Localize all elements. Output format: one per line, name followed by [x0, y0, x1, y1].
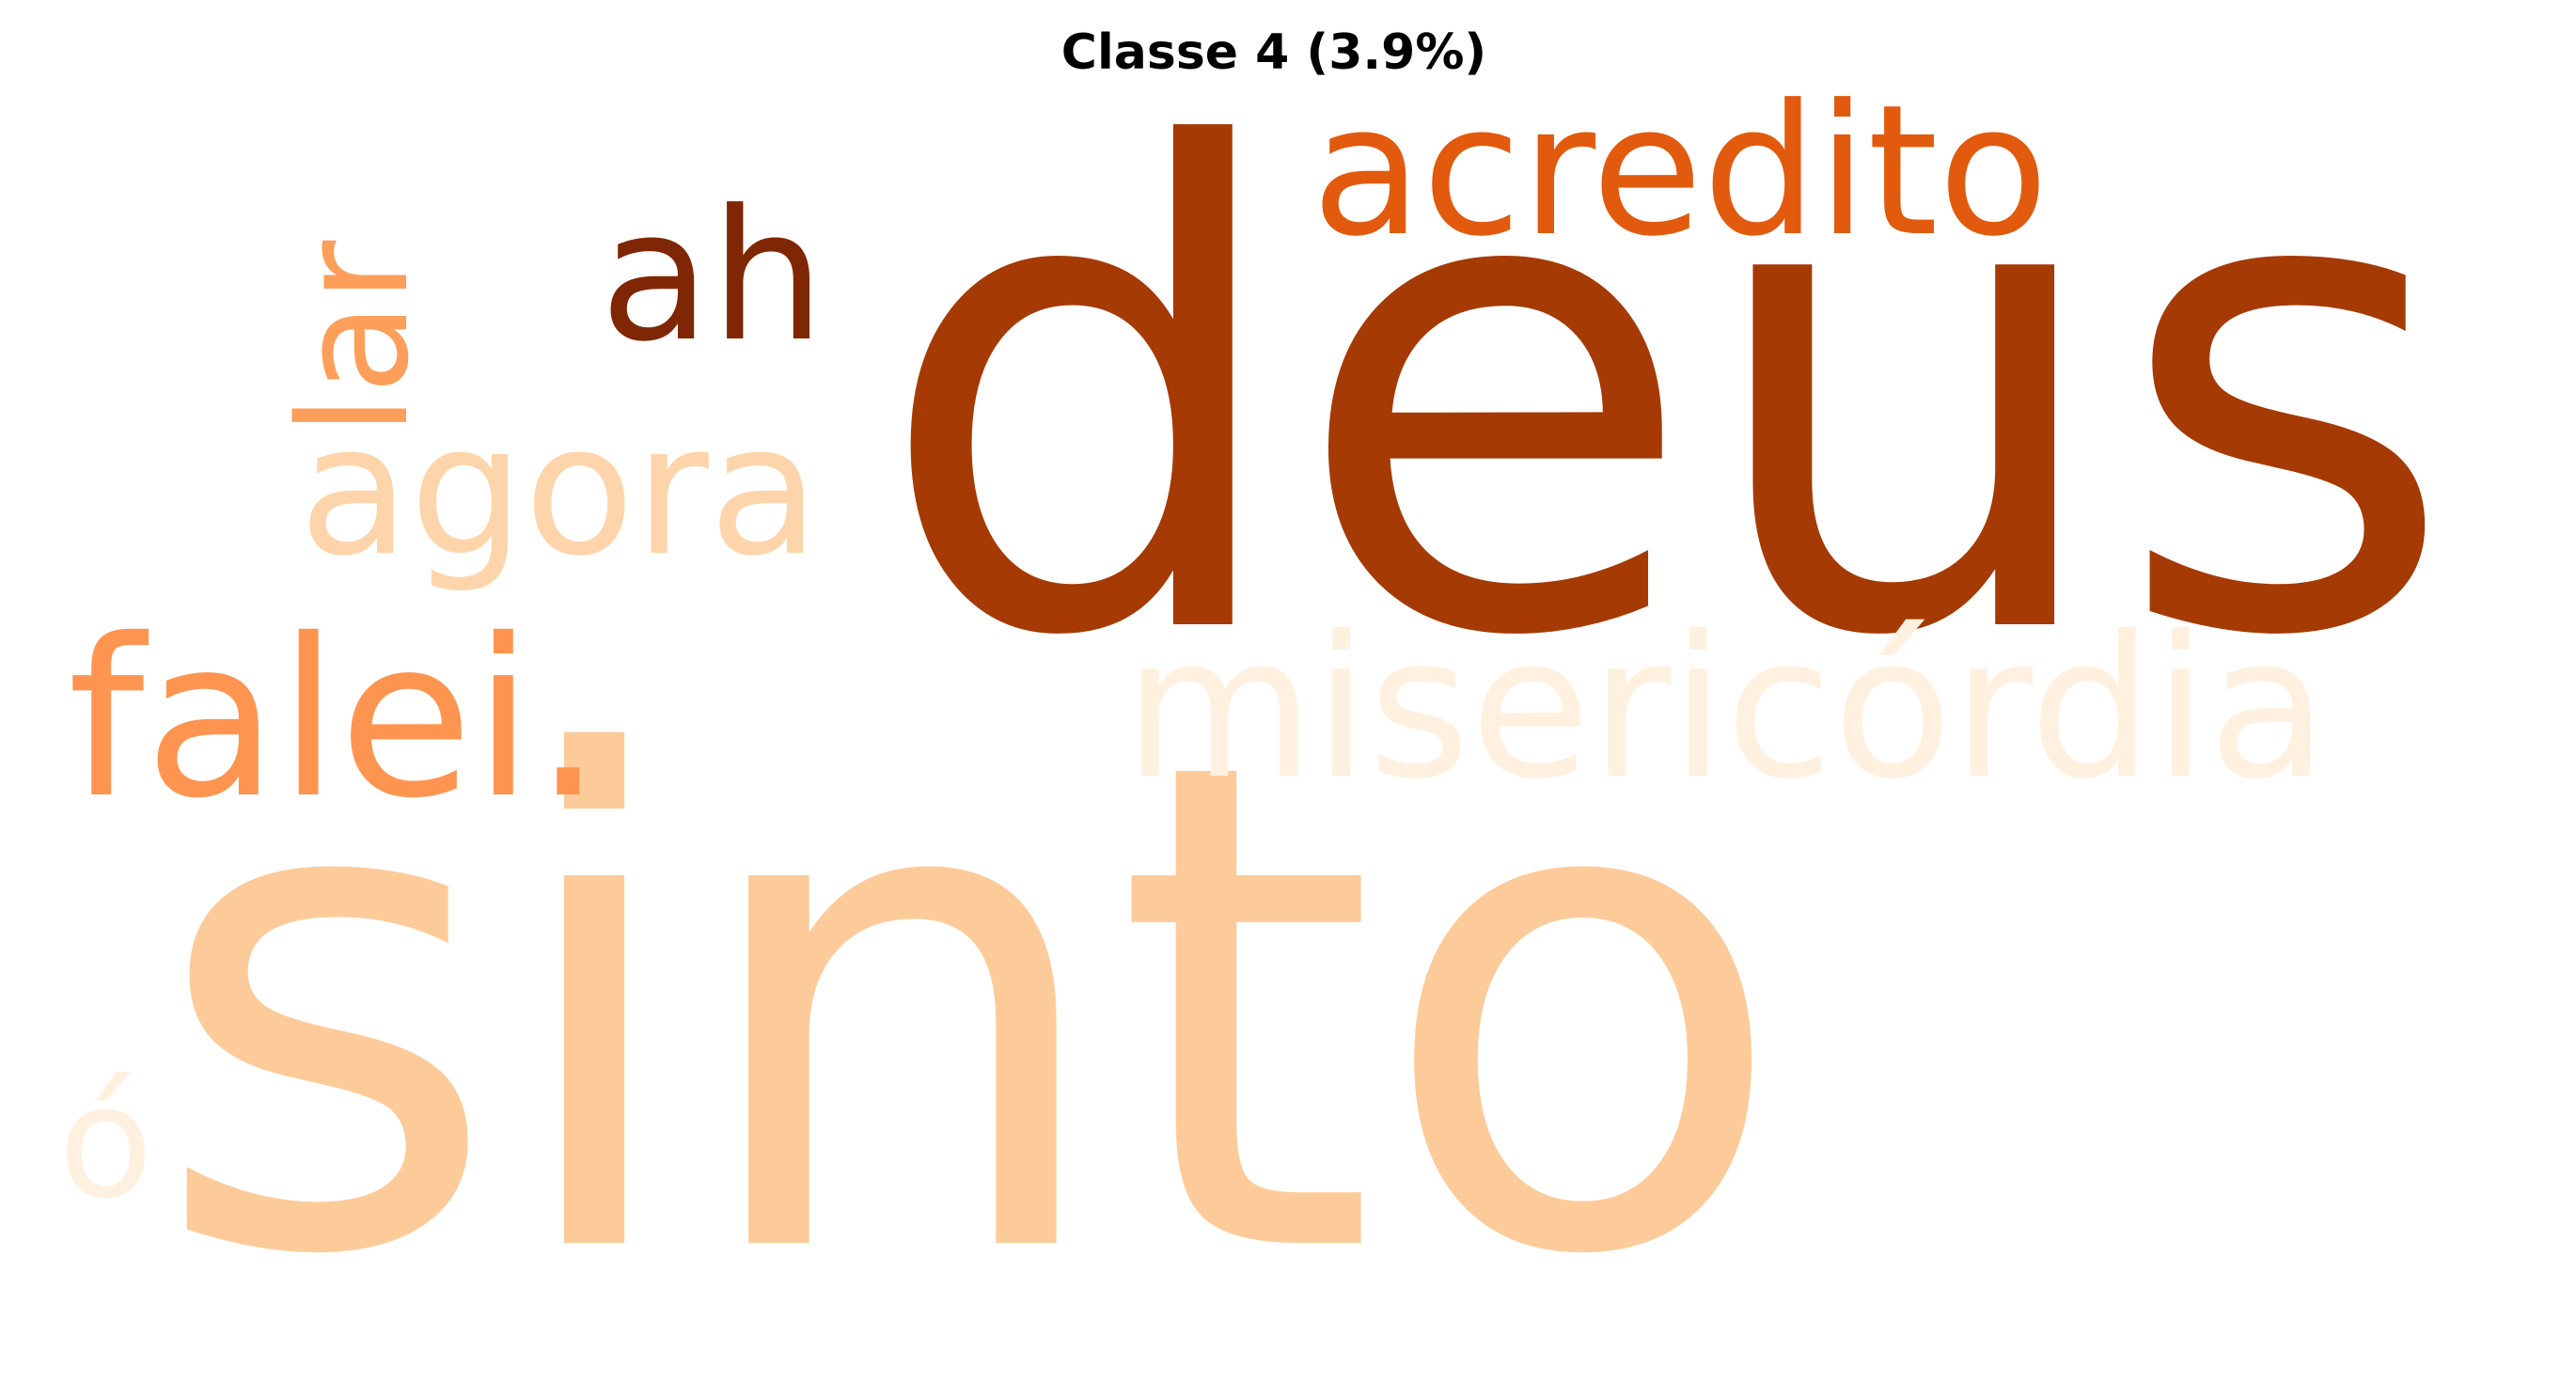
word-o: ó	[58, 1052, 153, 1233]
word-acredito: acredito	[1312, 67, 2049, 276]
chart-title: Classe 4 (3.9%)	[1061, 24, 1486, 81]
word-deus: deus	[874, 14, 2457, 780]
word-falei: falei.	[68, 592, 603, 846]
word-lar: lar	[266, 241, 442, 437]
word-ah: ah	[600, 172, 825, 382]
word-sinto: sinto	[150, 619, 1788, 1382]
word-agora: agora	[299, 386, 820, 596]
word-misericordia: misericórdia	[1123, 595, 2328, 823]
